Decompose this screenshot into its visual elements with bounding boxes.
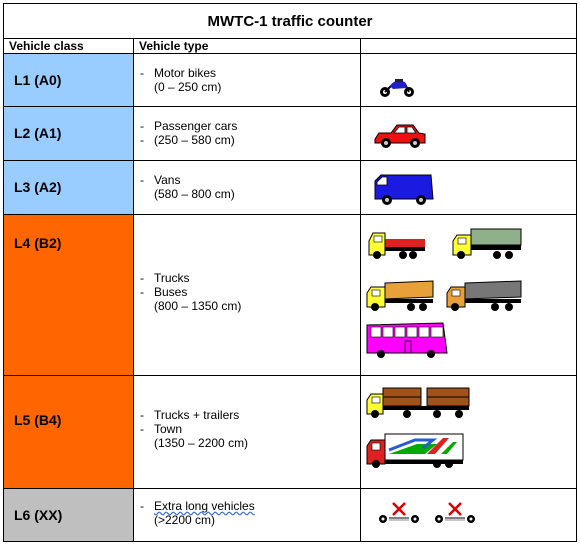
type-line: Passenger cars	[154, 119, 238, 133]
type-line: (250 – 580 cm)	[154, 133, 235, 147]
bus-icon	[366, 322, 448, 358]
truck-icon	[366, 228, 522, 358]
motorbike-icon	[380, 79, 414, 97]
vehicle-class-cell: L2 (A1)	[3, 106, 134, 161]
vehicle-type-cell: - Trucks + trailers - Town (1350 – 2200 cm…	[133, 375, 361, 489]
vehicle-class-cell: L3 (A2)	[3, 160, 134, 215]
vehicle-class-cell: L6 (XX)	[3, 488, 134, 542]
van-icon	[374, 174, 434, 205]
type-line: Buses	[154, 285, 188, 299]
type-line: (0 – 250 cm)	[154, 80, 222, 94]
type-line: Vans	[154, 173, 181, 187]
type-line: Trucks	[154, 271, 190, 285]
type-line: Extra long vehicles	[154, 499, 255, 513]
table-row: L3 (A2) - Vans (580 – 800 cm)	[3, 160, 578, 215]
vehicle-image-cell	[359, 214, 578, 376]
vehicle-type-cell: - Motor bikes (0 – 250 cm)	[133, 53, 361, 107]
table-row: L5 (B4) - Trucks + trailers - Town (1350 –…	[3, 375, 578, 489]
truck-trailer-icon	[366, 387, 470, 468]
vehicle-class-cell: L5 (B4)	[3, 375, 134, 489]
long-vehicle-icon	[379, 502, 475, 523]
dash: -	[140, 66, 144, 80]
header-image	[359, 38, 578, 54]
type-line: Trucks + trailers	[154, 408, 240, 422]
car-icon	[374, 124, 426, 148]
table-row: L1 (A0) - Motor bikes (0 – 250 cm)	[3, 53, 578, 107]
vehicle-class-cell: L1 (A0)	[3, 53, 134, 107]
type-line: (>2200 cm)	[154, 513, 216, 527]
vehicle-image-cell	[359, 53, 578, 107]
vehicle-image-cell	[359, 160, 578, 215]
type-line: Town	[154, 422, 183, 436]
table-row: L4 (B2) - Trucks - Buses (800 – 1350 cm)	[3, 214, 578, 376]
vehicle-type-cell: - Vans (580 – 800 cm)	[133, 160, 361, 215]
table-row: L6 (XX) - Extra long vehicles (>2200 cm)	[3, 488, 578, 542]
table-row: L2 (A1) - Passenger cars - (250 – 580 cm)	[3, 106, 578, 161]
type-line: (800 – 1350 cm)	[154, 299, 242, 313]
table-title: MWTC-1 traffic counter	[2, 3, 578, 39]
header-vehicle-type: Vehicle type	[133, 38, 361, 54]
vehicle-image-cell	[359, 375, 578, 489]
vehicle-type-cell: - Trucks - Buses (800 – 1350 cm)	[133, 214, 361, 376]
type-line: (580 – 800 cm)	[154, 187, 235, 201]
vehicle-image-cell	[359, 488, 578, 542]
vehicle-image-cell	[359, 106, 578, 161]
vehicle-class-cell: L4 (B2)	[3, 214, 134, 376]
header-vehicle-class: Vehicle class	[3, 38, 134, 54]
traffic-counter-table: MWTC-1 traffic counter Vehicle class Veh…	[2, 3, 578, 542]
type-line: (1350 – 2200 cm)	[154, 436, 249, 450]
vehicle-type-cell: - Passenger cars - (250 – 580 cm)	[133, 106, 361, 161]
type-line: Motor bikes	[154, 66, 217, 80]
vehicle-type-cell: - Extra long vehicles (>2200 cm)	[133, 488, 361, 542]
